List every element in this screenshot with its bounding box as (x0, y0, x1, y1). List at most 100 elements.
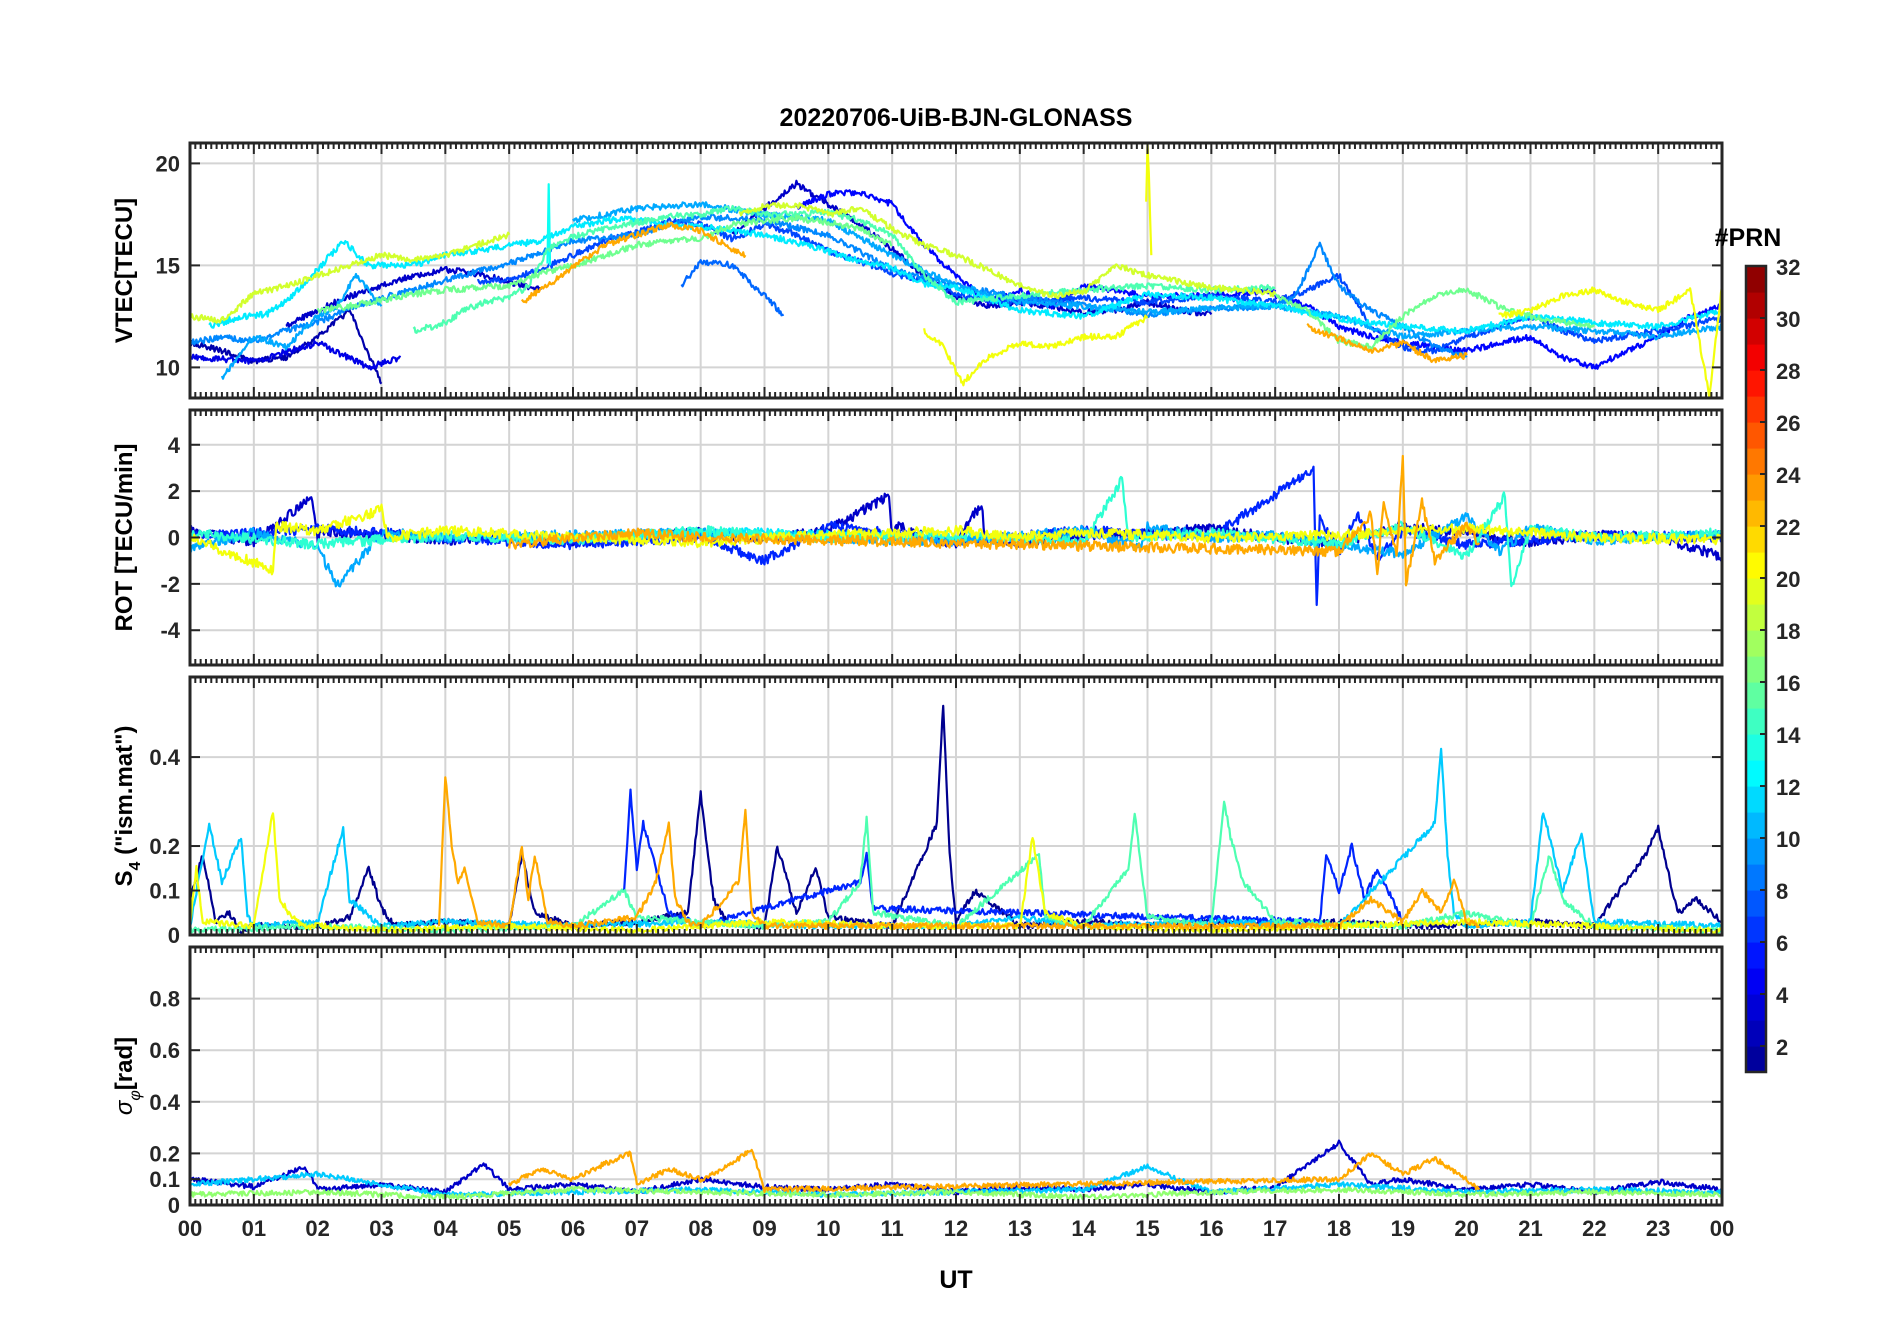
panel-3: 0 0.1 0.2 0.4S4 ("ism.mat") (111, 675, 1724, 948)
y-tick-label: 0.8 (149, 987, 180, 1012)
panel-2: -4 -2 0 2 4 ROT [TECU/min] (111, 408, 1724, 667)
y-tick-label: 10 (156, 355, 180, 380)
y-tick-label: 20 (156, 151, 180, 176)
colorbar-swatch (1746, 1046, 1766, 1073)
x-tick-label: 18 (1327, 1216, 1351, 1241)
series-line-prn-2 (190, 309, 383, 385)
x-tick-label: 05 (497, 1216, 521, 1241)
series-line-prn-20 (190, 503, 1722, 576)
x-tick-label: 23 (1646, 1216, 1670, 1241)
colorbar-swatch (1746, 344, 1766, 371)
colorbar-tick-label: 30 (1776, 307, 1800, 332)
panel-1: 10 15 20 VTEC[TECU] (111, 141, 1724, 400)
colorbar-frame (1744, 264, 1768, 1074)
y-tick-label: 0.4 (149, 1090, 180, 1115)
traces (190, 454, 1722, 607)
colorbar-label: #PRN (1715, 224, 1782, 252)
colorbar-swatch (1746, 578, 1766, 605)
colorbar-swatch (1746, 890, 1766, 917)
x-tick-label: 21 (1518, 1216, 1542, 1241)
x-tick-label: 02 (305, 1216, 329, 1241)
x-tick-label: 03 (369, 1216, 393, 1241)
ticks (189, 677, 1723, 936)
y-tick-label: 0.4 (149, 745, 180, 770)
series-line-prn-4 (190, 340, 402, 371)
colorbar-swatch (1746, 474, 1766, 501)
colorbar-swatch (1746, 370, 1766, 397)
colorbar-swatch (1746, 656, 1766, 683)
colorbar-swatch (1746, 786, 1766, 813)
series-line-prn-10 (220, 272, 383, 380)
colorbar-swatch (1746, 708, 1766, 735)
x-tick-label: 14 (1071, 1216, 1096, 1241)
y-tick-label: 15 (156, 253, 180, 278)
colorbar-tick-label: 20 (1776, 567, 1800, 592)
series-line-prn-13 (546, 183, 552, 266)
colorbar-tick-label: 2 (1776, 1035, 1788, 1060)
colorbar-tick-label: 28 (1776, 359, 1800, 384)
colorbar-tick-label: 22 (1776, 515, 1800, 540)
colorbar-tick-label: 12 (1776, 775, 1800, 800)
x-axis-label: UT (939, 1266, 972, 1294)
y-axis-label: ROT [TECU/min] (111, 444, 138, 632)
colorbar-tick-label: 8 (1776, 879, 1788, 904)
grid (190, 947, 1722, 1205)
colorbar-swatch (1746, 604, 1766, 631)
series-line-prn-5 (1274, 294, 1722, 370)
y-tick-label: 4 (168, 433, 181, 458)
series-line-prn-23 (437, 776, 1481, 931)
series-line-prn-10 (572, 201, 1722, 341)
colorbar-swatch (1746, 292, 1766, 319)
x-tick-label: 17 (1263, 1216, 1287, 1241)
series-line-prn-23 (508, 1148, 1481, 1194)
colorbar-swatch (1746, 968, 1766, 995)
ticks (189, 410, 1723, 665)
x-tick-label: 06 (561, 1216, 585, 1241)
series-line-prn-15 (412, 204, 1276, 334)
x-tick-label: 01 (242, 1216, 266, 1241)
ticks (189, 947, 1723, 1206)
x-tick-label: 13 (1008, 1216, 1032, 1241)
colorbar-swatch (1746, 448, 1766, 475)
colorbar-swatch (1746, 916, 1766, 943)
series-line-prn-12 (208, 215, 1722, 335)
colorbar-swatch (1746, 812, 1766, 839)
y-tick-label: 0.2 (149, 1141, 180, 1166)
x-tick-label: 22 (1582, 1216, 1606, 1241)
colorbar-tick-label: 32 (1776, 255, 1800, 280)
colorbar-swatch (1746, 552, 1766, 579)
y-tick-label: 0 (168, 923, 180, 948)
y-tick-label: 0.6 (149, 1038, 180, 1063)
colorbar-tick-label: 10 (1776, 827, 1800, 852)
y-tick-label: 2 (168, 479, 180, 504)
x-tick-label: 12 (944, 1216, 968, 1241)
colorbar-swatch (1746, 994, 1766, 1021)
colorbar-swatch (1746, 760, 1766, 787)
x-tick-label: 10 (816, 1216, 840, 1241)
y-tick-label: -4 (160, 618, 180, 643)
colorbar-tick-label: 14 (1776, 723, 1801, 748)
series-line-prn-20 (1498, 285, 1722, 398)
x-tick-label: 16 (1199, 1216, 1223, 1241)
x-tick-label: 04 (433, 1216, 458, 1241)
y-tick-label: -2 (160, 572, 180, 597)
colorbar-swatch (1746, 942, 1766, 969)
colorbar-swatch (1746, 682, 1766, 709)
colorbar-tick-label: 16 (1776, 671, 1800, 696)
y-tick-label: 0 (168, 1193, 180, 1218)
colorbar-swatch (1746, 396, 1766, 423)
colorbar-swatch (1746, 864, 1766, 891)
traces (190, 143, 1722, 398)
y-tick-label: 0.2 (149, 834, 180, 859)
series-line-prn-23 (1306, 322, 1468, 364)
series-line-prn-20 (1145, 143, 1153, 256)
colorbar-swatch (1746, 630, 1766, 657)
colorbar-swatch (1746, 526, 1766, 553)
y-axis-label: VTEC[TECU] (111, 198, 138, 343)
ticks (189, 143, 1723, 398)
series-line-prn-23 (520, 221, 747, 304)
y-tick-label: 0.1 (149, 879, 180, 904)
